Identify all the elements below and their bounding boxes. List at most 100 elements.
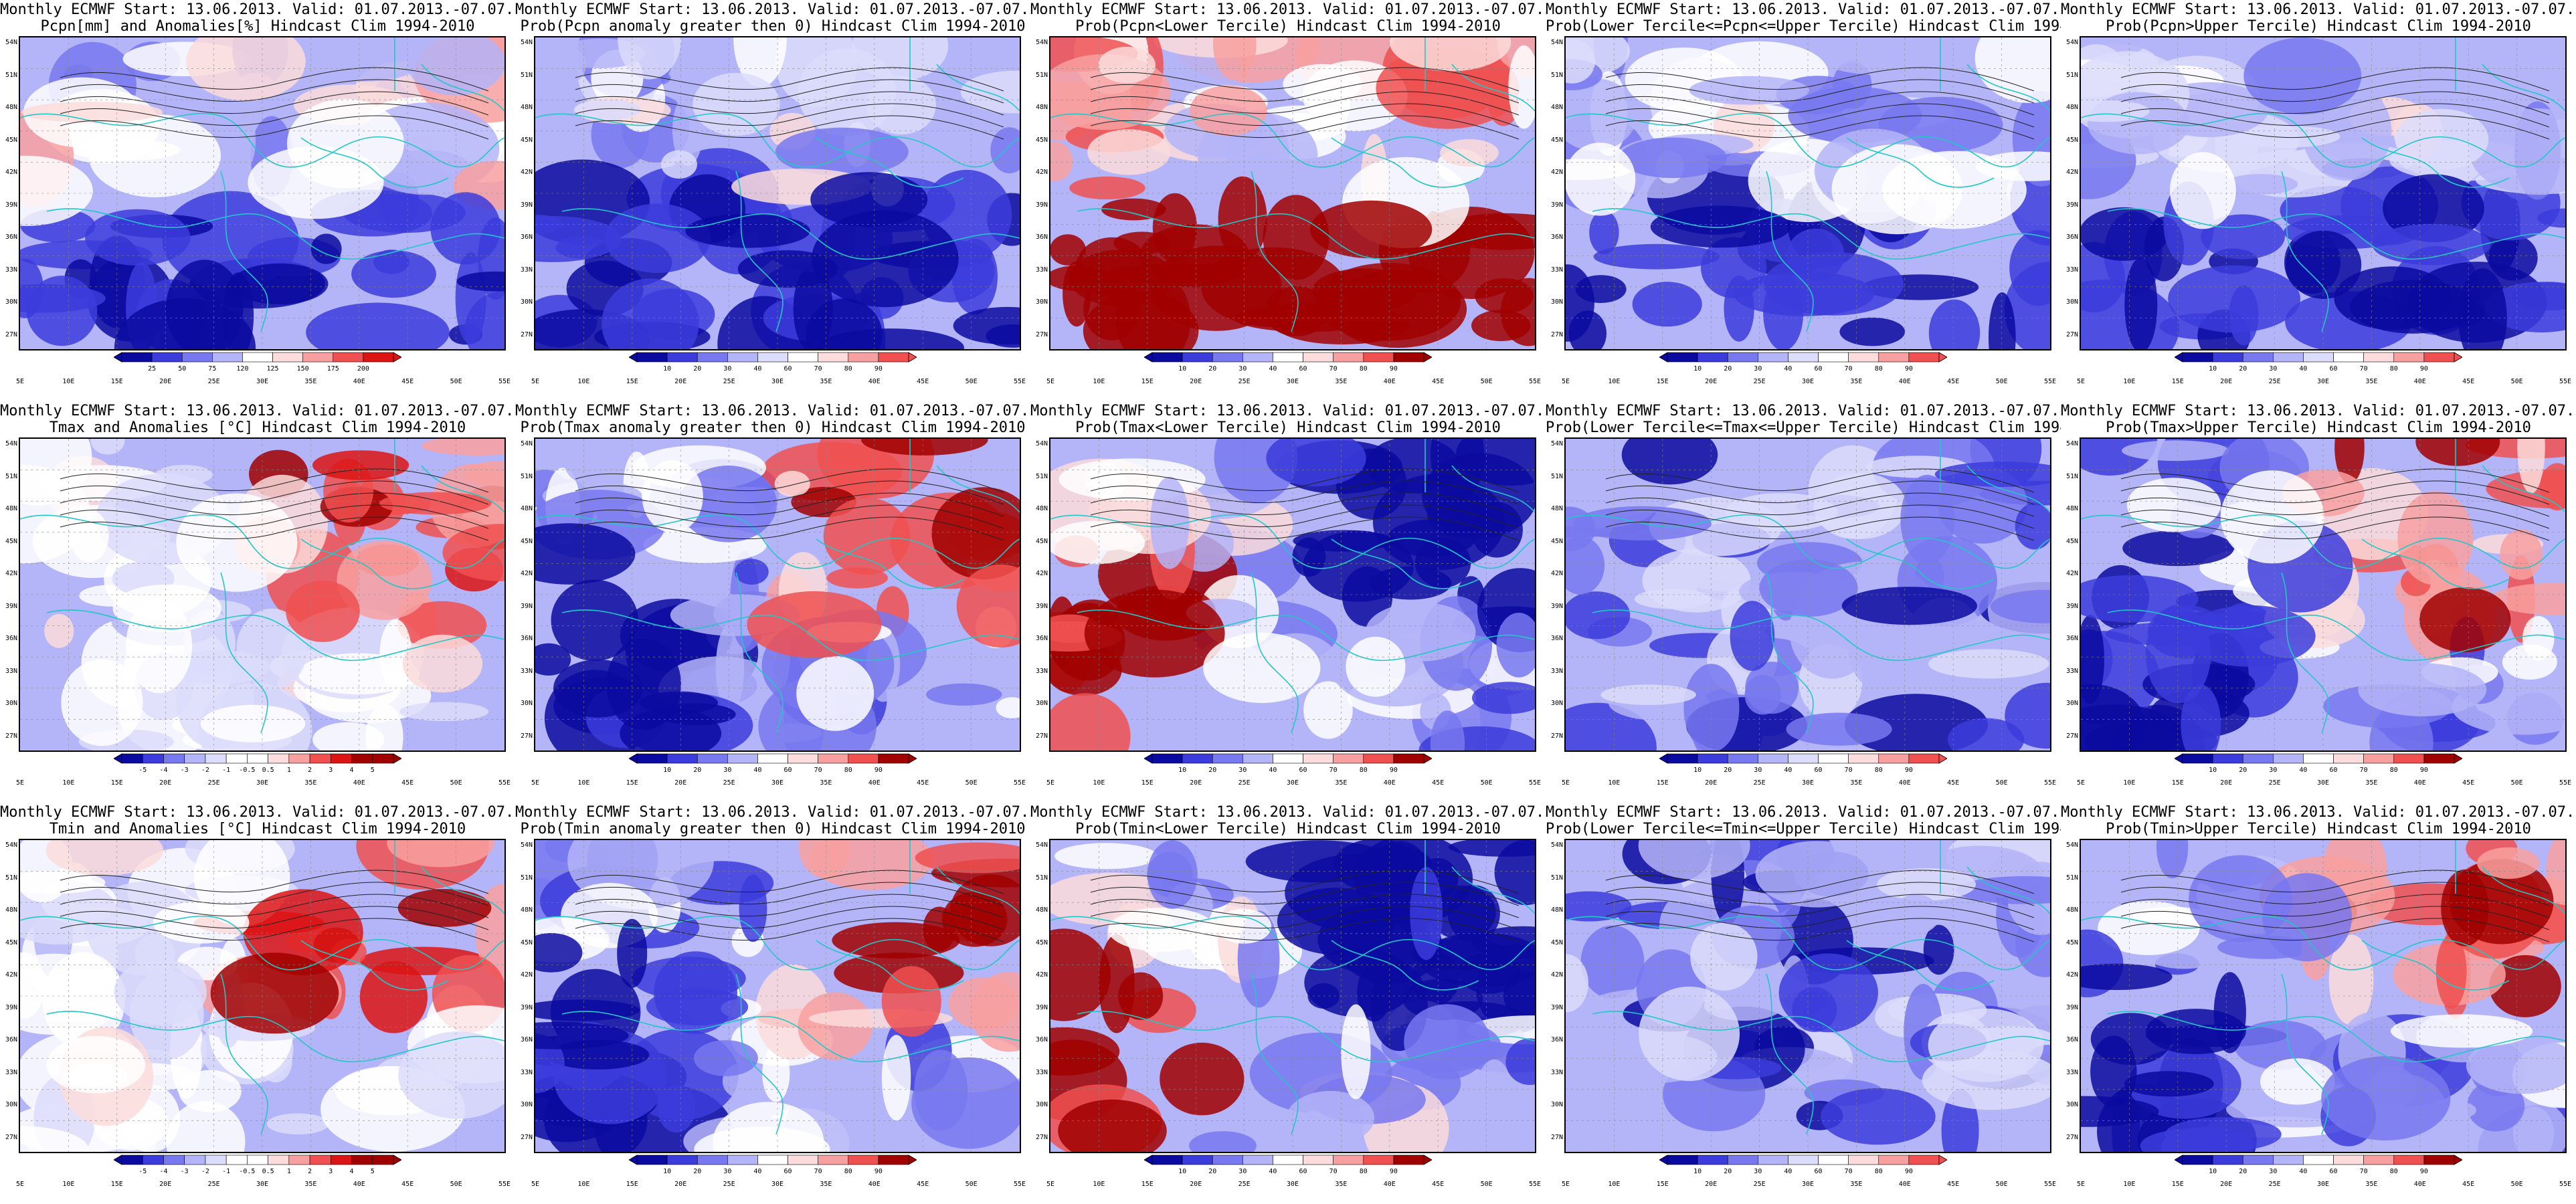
longitude-label: 45E xyxy=(1432,1181,1445,1188)
field-patch xyxy=(914,1049,968,1131)
latitude-label: 33N xyxy=(2065,266,2078,274)
colorbar-label: -4 xyxy=(159,1168,168,1175)
coastline xyxy=(2081,915,2565,971)
colorbar-label: 80 xyxy=(844,1168,852,1175)
colorbar-label: 70 xyxy=(1844,767,1853,774)
coastline xyxy=(2361,940,2510,991)
contour-line xyxy=(2120,492,2550,517)
longitude-label: 55E xyxy=(1528,1181,1542,1188)
colorbar-label: -0.5 xyxy=(239,1168,256,1175)
latitude-label: 51N xyxy=(2065,71,2078,79)
forecast-map xyxy=(19,36,506,350)
field-patch xyxy=(1213,37,1257,80)
contour-line xyxy=(2120,67,2550,92)
colorbar-arrow-low xyxy=(1659,1155,1668,1165)
contour-line xyxy=(575,91,1004,116)
colorbar-segment xyxy=(2333,1155,2364,1165)
field-patch xyxy=(2181,684,2221,750)
latitude-label: 51N xyxy=(520,874,533,882)
field-patch xyxy=(1892,894,1940,934)
field-patch xyxy=(2449,859,2554,944)
colorbar-segment xyxy=(697,753,728,764)
longitude-label: 20E xyxy=(159,378,172,385)
coastline xyxy=(1251,572,1299,734)
colorbar-arrow-low xyxy=(1144,753,1153,764)
field-patch xyxy=(2170,152,2236,229)
colorbar-label: 10 xyxy=(1693,365,1702,373)
colorbar-label: 40 xyxy=(1784,1168,1792,1175)
colorbar-label: 30 xyxy=(2269,1168,2278,1175)
colorbar-segment xyxy=(1697,753,1728,764)
colorbar-segment xyxy=(1727,753,1758,764)
colorbar-segment xyxy=(184,753,206,764)
colorbar-segment xyxy=(212,352,243,363)
field-patch xyxy=(306,302,450,349)
field-patch xyxy=(186,37,306,101)
longitude-label: 55E xyxy=(2043,779,2057,787)
latitude-label: 54N xyxy=(5,440,17,447)
field-patch xyxy=(2081,963,2173,991)
colorbar-segment xyxy=(1848,753,1879,764)
map-field xyxy=(20,439,504,750)
panel-title-line-2: Tmin and Anomalies [°C] Hindcast Clim 19… xyxy=(49,821,466,837)
contour-line xyxy=(1605,882,2035,906)
contour-line xyxy=(2120,882,2550,906)
coastline xyxy=(300,940,449,991)
field-patch xyxy=(646,989,749,1025)
longitude-label: 30E xyxy=(771,378,784,385)
colorbar-segment xyxy=(163,753,185,764)
contour-line xyxy=(575,906,1004,930)
colorbar-label: 40 xyxy=(1269,767,1277,774)
field-patch xyxy=(1928,299,1981,349)
longitude-label: 10E xyxy=(62,378,75,385)
field-patch xyxy=(2477,847,2540,879)
colorbar-segment xyxy=(727,1155,758,1165)
field-patch xyxy=(2185,605,2316,667)
colorbar xyxy=(629,1155,917,1167)
field-patch xyxy=(1566,840,1602,891)
field-patch xyxy=(421,439,504,456)
field-patch xyxy=(1108,264,1247,284)
colorbar-label: 40 xyxy=(2299,1168,2308,1175)
longitude-label: 50E xyxy=(1480,1181,1493,1188)
colorbar-segment xyxy=(1788,352,1819,363)
longitude-label: 50E xyxy=(1995,779,2008,787)
longitude-label: 55E xyxy=(498,378,511,385)
field-patch xyxy=(442,524,504,581)
latitude-label: 33N xyxy=(2065,1068,2078,1076)
field-patch xyxy=(1063,261,1091,327)
longitude-label: 10E xyxy=(62,1181,75,1188)
longitude-label: 30E xyxy=(771,1181,784,1188)
contour-line xyxy=(1090,91,1520,116)
colorbar-segment xyxy=(184,1155,206,1165)
latitude-label: 33N xyxy=(520,667,533,675)
field-patch xyxy=(223,105,256,175)
longitude-label: 50E xyxy=(2510,779,2523,787)
coastline xyxy=(1592,208,2050,260)
contour-line xyxy=(2120,115,2550,140)
longitude-label: 35E xyxy=(2365,378,2378,385)
forecast-map-panel: Monthly ECMWF Start: 13.06.2013. Valid: … xyxy=(2061,401,2576,803)
field-patch xyxy=(2220,470,2324,564)
contour-line xyxy=(1090,504,1520,529)
contour-line xyxy=(575,894,1004,918)
field-patch xyxy=(1786,228,1845,282)
colorbar-segment xyxy=(2333,352,2364,363)
field-patch xyxy=(2358,663,2487,716)
colorbar xyxy=(2175,753,2462,765)
contour-line xyxy=(1090,115,1520,140)
map-field xyxy=(2081,37,2565,349)
colorbar-segment xyxy=(331,753,352,764)
latitude-label: 33N xyxy=(1035,1068,1048,1076)
field-patch xyxy=(2466,1037,2565,1094)
latitude-label: 42N xyxy=(5,169,17,177)
colorbar-label: 20 xyxy=(1208,1168,1217,1175)
colorbar-arrow-high xyxy=(1938,1155,1947,1165)
colorbar-segment xyxy=(1333,352,1364,363)
colorbar-label: 20 xyxy=(1208,365,1217,373)
colorbar-label: 10 xyxy=(1693,1168,1702,1175)
forecast-map xyxy=(2080,839,2567,1153)
colorbar-label: 60 xyxy=(1814,1168,1823,1175)
panel-title: Monthly ECMWF Start: 13.06.2013. Valid: … xyxy=(2061,1,2576,35)
longitude-label: 40E xyxy=(353,378,365,385)
